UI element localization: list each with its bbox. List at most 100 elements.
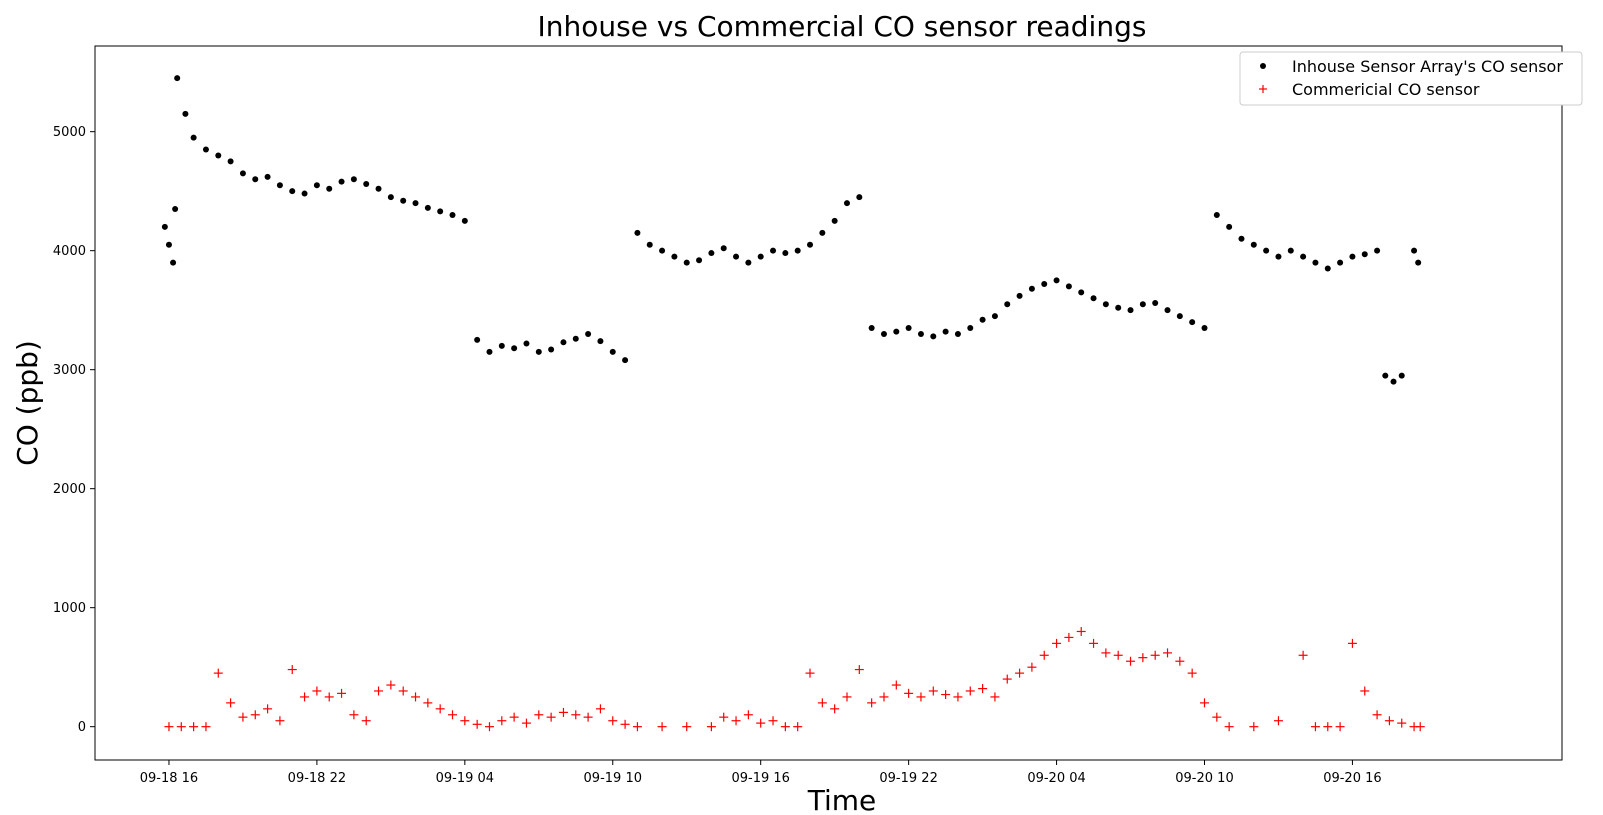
- data-point-plus: [904, 688, 914, 698]
- data-point-dot: [264, 173, 271, 180]
- data-point-dot: [757, 253, 764, 260]
- data-point-plus: [891, 680, 901, 690]
- data-point-plus: [830, 704, 840, 714]
- data-point-plus: [1113, 650, 1123, 660]
- data-point-plus: [361, 716, 371, 726]
- data-point-plus: [1076, 626, 1086, 636]
- data-point-dot: [1201, 325, 1208, 332]
- data-point-plus: [1052, 638, 1062, 648]
- data-point-dot: [1324, 265, 1331, 272]
- data-point-plus: [953, 692, 963, 702]
- data-point-dot: [1016, 292, 1023, 299]
- data-point-dot: [252, 176, 259, 183]
- data-point-dot: [634, 229, 641, 236]
- data-point-plus: [1323, 722, 1333, 732]
- data-point-dot: [572, 335, 579, 342]
- data-point-plus: [435, 704, 445, 714]
- data-point-plus: [928, 686, 938, 696]
- y-axis-label: CO (ppb): [11, 340, 44, 466]
- data-point-dot: [375, 185, 382, 192]
- data-point-plus: [941, 690, 951, 700]
- data-point-plus: [1039, 650, 1049, 660]
- data-point-dot: [794, 247, 801, 254]
- data-point-dot: [683, 259, 690, 266]
- data-point-dot: [930, 333, 937, 340]
- x-tick-label: 09-19 04: [436, 771, 494, 786]
- data-point-dot: [782, 250, 789, 257]
- data-point-dot: [942, 328, 949, 335]
- data-point-dot: [1078, 289, 1085, 296]
- data-point-plus: [682, 722, 692, 732]
- data-point-plus: [189, 722, 199, 732]
- data-point-dot: [1411, 247, 1418, 254]
- data-point-dot: [1287, 247, 1294, 254]
- data-point-plus: [817, 698, 827, 708]
- series-0: [161, 75, 1422, 385]
- data-point-dot: [1250, 241, 1257, 248]
- data-point-dot: [424, 204, 431, 211]
- data-point-dot: [622, 357, 629, 364]
- y-tick-label: 3000: [53, 363, 86, 378]
- data-point-plus: [1138, 653, 1148, 663]
- data-point-dot: [1361, 251, 1368, 258]
- data-point-plus: [287, 665, 297, 675]
- data-point-dot: [609, 348, 616, 355]
- data-point-plus: [398, 686, 408, 696]
- data-point-dot: [523, 340, 530, 347]
- data-point-dot: [1275, 253, 1282, 260]
- data-point-dot: [1415, 259, 1422, 266]
- data-point-plus: [780, 722, 790, 732]
- data-point-dot: [387, 194, 394, 201]
- data-point-plus: [213, 668, 223, 678]
- data-point-plus: [226, 698, 236, 708]
- data-point-plus: [1397, 718, 1407, 728]
- data-point-dot: [182, 110, 189, 117]
- data-point-plus: [164, 722, 174, 732]
- data-point-dot: [1115, 304, 1122, 311]
- data-point-dot: [412, 200, 419, 207]
- data-point-plus: [534, 710, 544, 720]
- y-tick-label: 5000: [53, 125, 86, 140]
- data-point-plus: [719, 712, 729, 722]
- data-point-dot: [1226, 223, 1233, 230]
- data-point-plus: [1175, 656, 1185, 666]
- data-point-dot: [548, 346, 555, 353]
- data-point-plus: [484, 722, 494, 732]
- data-point-plus: [1372, 710, 1382, 720]
- legend-label-inhouse: Inhouse Sensor Array's CO sensor: [1292, 57, 1563, 76]
- data-point-dot: [400, 197, 407, 204]
- data-point-plus: [1212, 712, 1222, 722]
- data-point-plus: [854, 665, 864, 675]
- data-point-plus: [460, 716, 470, 726]
- data-point-plus: [558, 707, 568, 717]
- data-point-dot: [461, 217, 468, 224]
- series-layer: [161, 75, 1425, 732]
- data-point-plus: [201, 722, 211, 732]
- x-tick-label: 09-18 16: [140, 771, 198, 786]
- data-point-dot: [597, 338, 604, 345]
- data-point-plus: [411, 692, 421, 702]
- data-point-dot: [1176, 313, 1183, 320]
- legend: Inhouse Sensor Array's CO sensor Commeri…: [1239, 51, 1583, 106]
- data-point-dot: [1102, 301, 1109, 308]
- data-point-dot: [1189, 319, 1196, 326]
- data-point-plus: [768, 716, 778, 726]
- data-point-dot: [807, 241, 814, 248]
- data-point-dot: [733, 253, 740, 260]
- data-point-dot: [1349, 253, 1356, 260]
- data-point-plus: [546, 712, 556, 722]
- data-point-plus: [1249, 722, 1259, 732]
- data-point-dot: [560, 339, 567, 346]
- data-point-plus: [1224, 722, 1234, 732]
- data-point-plus: [349, 710, 359, 720]
- data-point-plus: [1360, 686, 1370, 696]
- data-point-dot: [991, 313, 998, 320]
- data-point-dot: [202, 146, 209, 153]
- data-point-plus: [608, 716, 618, 726]
- data-point-dot: [326, 185, 333, 192]
- data-point-dot: [338, 178, 345, 185]
- data-point-dot: [511, 345, 518, 352]
- series-1: [164, 626, 1425, 732]
- data-point-plus: [521, 718, 531, 728]
